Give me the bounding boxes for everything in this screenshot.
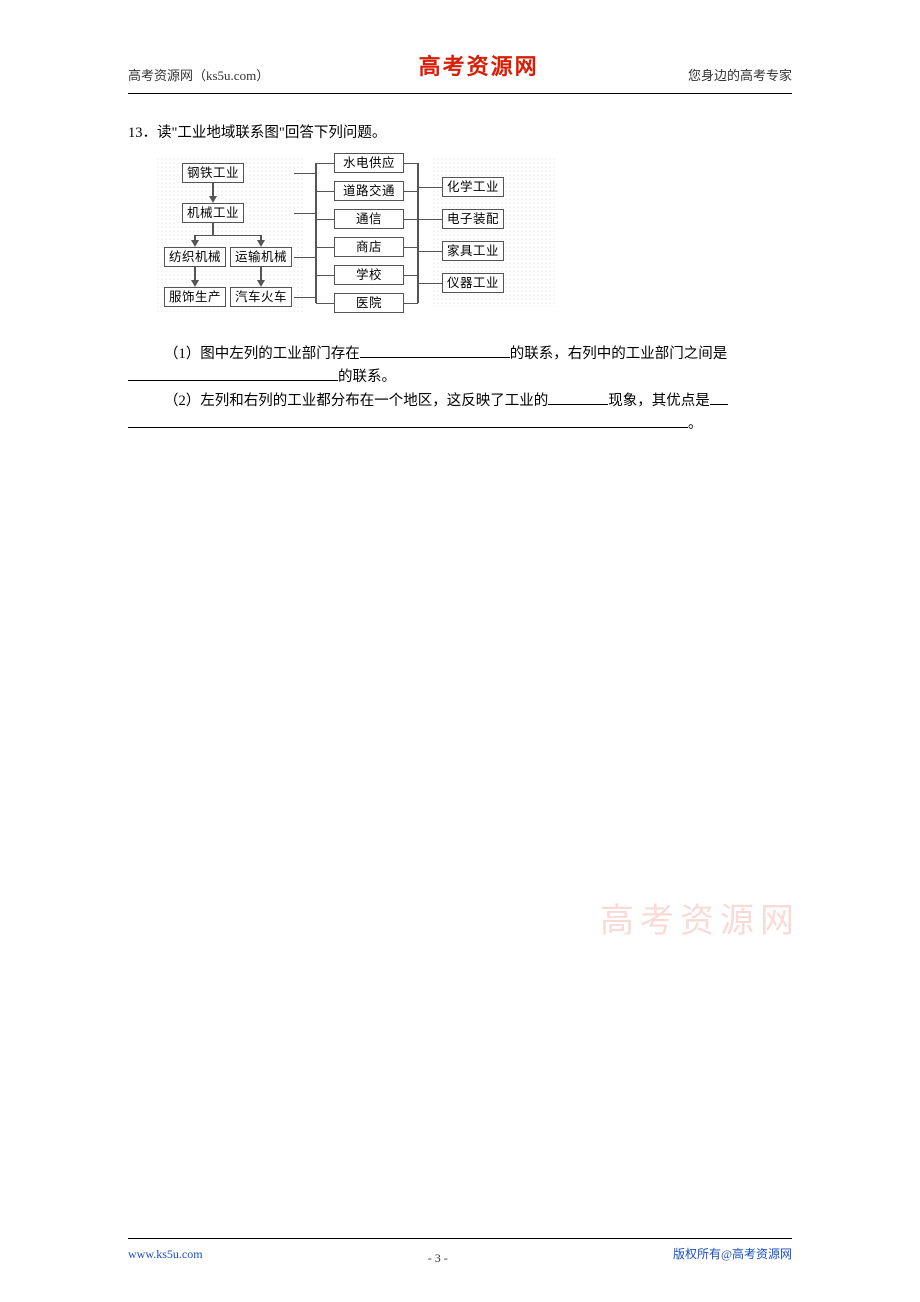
node-textmach: 纺织机械 <box>164 247 226 267</box>
conn <box>316 275 334 276</box>
diagram-container: 钢铁工业机械工业纺织机械运输机械服饰生产汽车火车 水电供应道路交通通信商店学校医院… <box>164 153 792 337</box>
header-rule <box>128 93 792 94</box>
q1-text-b: 的联系，右列中的工业部门之间是 <box>510 346 728 362</box>
blank-4 <box>710 390 728 405</box>
q2-text-c: 。 <box>688 416 703 432</box>
conn <box>212 223 213 235</box>
conn <box>404 247 418 248</box>
q2-text-a: （2）左列和右列的工业都分布在一个地区，这反映了工业的 <box>164 393 548 409</box>
conn <box>294 173 316 174</box>
conn <box>418 219 442 220</box>
node-road: 道路交通 <box>334 181 404 201</box>
node-furn: 家具工业 <box>442 241 504 261</box>
page-header: 高考资源网（ks5u.com） 高考资源网 您身边的高考专家 <box>128 55 792 93</box>
conn <box>294 297 316 298</box>
conn <box>213 235 261 236</box>
footer-url: www.ks5u.com <box>128 1247 203 1262</box>
conn <box>404 191 418 192</box>
conn <box>316 219 334 220</box>
header-logo-text: 高考资源网 <box>419 49 539 81</box>
footer-page-number: - 3 - <box>428 1251 448 1266</box>
blank-1 <box>360 344 510 359</box>
watermark: 高考资源网 <box>600 893 800 942</box>
conn <box>404 219 418 220</box>
arrow-down-icon <box>257 280 265 287</box>
sub-question-1b: 的联系。 <box>128 366 792 389</box>
conn <box>316 191 334 192</box>
blank-3 <box>548 390 608 405</box>
node-elec: 电子装配 <box>442 209 504 229</box>
node-steel: 钢铁工业 <box>182 163 244 183</box>
node-transmach: 运输机械 <box>230 247 292 267</box>
header-left: 高考资源网（ks5u.com） <box>128 65 269 84</box>
node-hosp: 医院 <box>334 293 404 313</box>
arrow-down-icon <box>191 240 199 247</box>
arrow-down-icon <box>257 240 265 247</box>
question-body: （1）图中左列的工业部门存在 的联系，右列中的工业部门之间是 的联系。 （2）左列… <box>164 343 792 436</box>
conn <box>315 163 316 303</box>
page-body: 高考资源网（ks5u.com） 高考资源网 您身边的高考专家 13．读"工业地域… <box>128 55 792 436</box>
node-shop: 商店 <box>334 237 404 257</box>
conn <box>418 283 442 284</box>
q1-text-c: 的联系。 <box>338 369 396 385</box>
conn <box>316 163 334 164</box>
conn <box>294 213 316 214</box>
conn <box>194 267 195 281</box>
industrial-region-diagram: 钢铁工业机械工业纺织机械运输机械服饰生产汽车火车 水电供应道路交通通信商店学校医院… <box>164 153 556 337</box>
arrow-down-icon <box>209 196 217 203</box>
arrow-down-icon <box>191 280 199 287</box>
node-carrail: 汽车火车 <box>230 287 292 307</box>
page-footer: www.ks5u.com - 3 - 版权所有@高考资源网 <box>128 1238 792 1262</box>
node-chem: 化学工业 <box>442 177 504 197</box>
footer-copyright: 版权所有@高考资源网 <box>673 1245 792 1262</box>
conn <box>195 235 213 236</box>
footer-rule <box>128 1238 792 1239</box>
node-clothes: 服饰生产 <box>164 287 226 307</box>
conn <box>316 247 334 248</box>
blank-5 <box>128 413 688 428</box>
conn <box>404 163 418 164</box>
q1-text-a: （1）图中左列的工业部门存在 <box>164 346 360 362</box>
node-school: 学校 <box>334 265 404 285</box>
conn <box>316 303 334 304</box>
conn <box>294 257 316 258</box>
sub-question-2: （2）左列和右列的工业都分布在一个地区，这反映了工业的 现象，其优点是 <box>164 390 792 413</box>
conn <box>418 251 442 252</box>
node-power: 水电供应 <box>334 153 404 173</box>
blank-2 <box>128 367 338 382</box>
node-comm: 通信 <box>334 209 404 229</box>
q2-text-b: 现象，其优点是 <box>608 393 710 409</box>
node-instr: 仪器工业 <box>442 273 504 293</box>
conn <box>418 187 442 188</box>
sub-question-1: （1）图中左列的工业部门存在 的联系，右列中的工业部门之间是 <box>164 343 792 366</box>
node-machine: 机械工业 <box>182 203 244 223</box>
conn <box>260 267 261 281</box>
conn <box>212 183 213 197</box>
sub-question-2b: 。 <box>128 413 792 436</box>
content: 13．读"工业地域联系图"回答下列问题。 钢铁工业机械工业纺织机械运输机械服饰生… <box>128 122 792 436</box>
question-title: 13．读"工业地域联系图"回答下列问题。 <box>128 122 792 145</box>
header-right: 您身边的高考专家 <box>688 65 792 84</box>
footer-row: www.ks5u.com - 3 - 版权所有@高考资源网 <box>128 1245 792 1262</box>
conn <box>404 275 418 276</box>
conn <box>404 303 418 304</box>
